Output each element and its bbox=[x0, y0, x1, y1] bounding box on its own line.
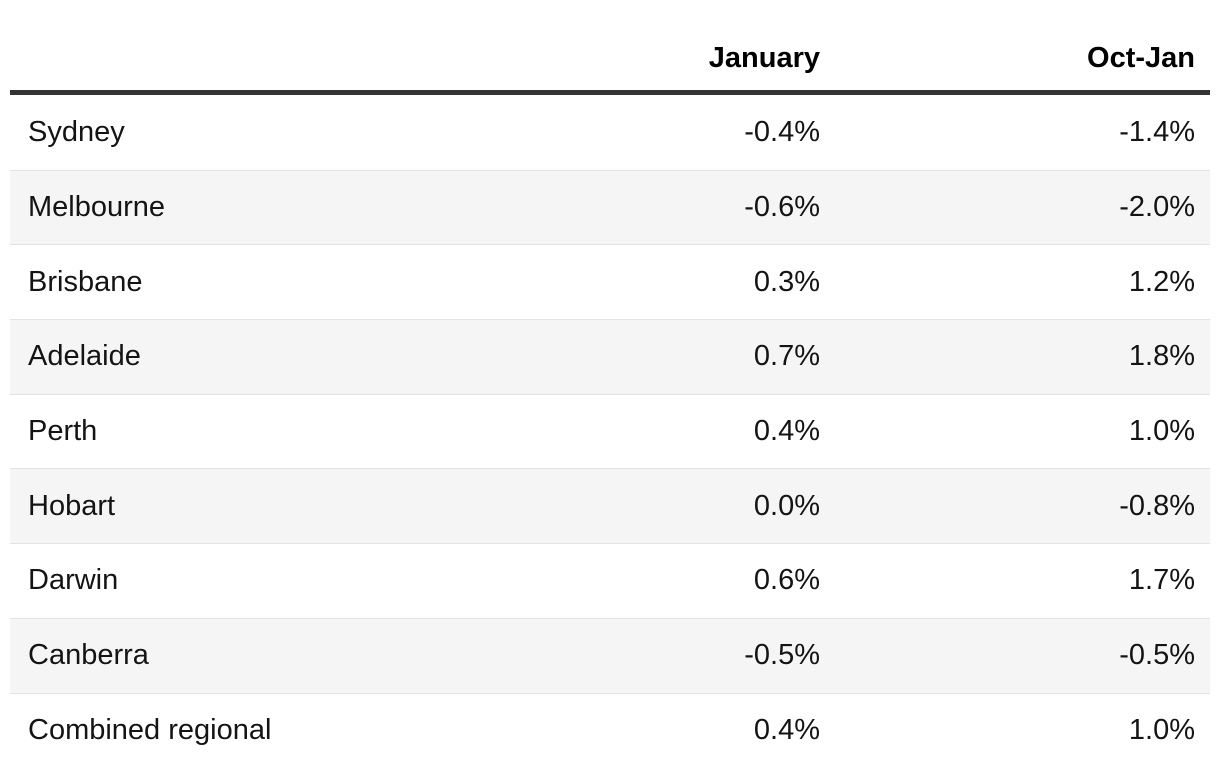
table-row-combined-regional: Combined regional 0.4% 1.0% bbox=[10, 692, 1210, 768]
row-label: Perth bbox=[28, 415, 98, 448]
row-label: Adelaide bbox=[28, 340, 141, 373]
row-label: Melbourne bbox=[28, 191, 166, 224]
january-value: 0.6% bbox=[753, 564, 820, 597]
price-change-table: January Oct-Jan Sydney -0.4% -1.4% Melbo… bbox=[10, 0, 1210, 768]
table-row-sydney: Sydney -0.4% -1.4% bbox=[10, 95, 1210, 170]
octjan-value: -0.5% bbox=[1119, 639, 1195, 672]
january-value: -0.6% bbox=[744, 191, 820, 224]
octjan-value: 1.8% bbox=[1128, 340, 1195, 373]
row-label: Darwin bbox=[28, 564, 119, 597]
table-row-canberra: Canberra -0.5% -0.5% bbox=[10, 617, 1210, 693]
header-cell-january: January bbox=[708, 42, 820, 74]
january-value: 0.4% bbox=[753, 415, 820, 448]
january-value: -0.5% bbox=[744, 639, 820, 672]
octjan-value: 1.0% bbox=[1128, 713, 1195, 746]
octjan-value: 1.2% bbox=[1128, 265, 1195, 298]
row-label: Combined regional bbox=[28, 713, 272, 746]
january-value: 0.4% bbox=[753, 713, 820, 746]
row-label: Brisbane bbox=[28, 265, 143, 298]
header-cell-octjan: Oct-Jan bbox=[1087, 42, 1195, 74]
row-label: Canberra bbox=[28, 639, 149, 672]
table-row-hobart: Hobart 0.0% -0.8% bbox=[10, 468, 1210, 544]
row-label: Sydney bbox=[28, 115, 125, 148]
table-row-melbourne: Melbourne -0.6% -2.0% bbox=[10, 169, 1210, 245]
table-row-adelaide: Adelaide 0.7% 1.8% bbox=[10, 319, 1210, 394]
table-row-brisbane: Brisbane 0.3% 1.2% bbox=[10, 244, 1210, 320]
january-value: 0.7% bbox=[753, 340, 820, 373]
octjan-value: 1.7% bbox=[1128, 564, 1195, 597]
row-label: Hobart bbox=[28, 489, 116, 522]
octjan-value: -0.8% bbox=[1119, 489, 1195, 522]
january-value: 0.0% bbox=[753, 489, 820, 522]
octjan-value: -1.4% bbox=[1119, 115, 1195, 148]
octjan-value: 1.0% bbox=[1128, 415, 1195, 448]
table-header-row: January Oct-Jan bbox=[10, 0, 1210, 95]
table-row-darwin: Darwin 0.6% 1.7% bbox=[10, 543, 1210, 618]
octjan-value: -2.0% bbox=[1119, 191, 1195, 224]
table-row-perth: Perth 0.4% 1.0% bbox=[10, 393, 1210, 469]
january-value: -0.4% bbox=[744, 115, 820, 148]
header-cell-empty bbox=[10, 75, 555, 90]
january-value: 0.3% bbox=[753, 265, 820, 298]
